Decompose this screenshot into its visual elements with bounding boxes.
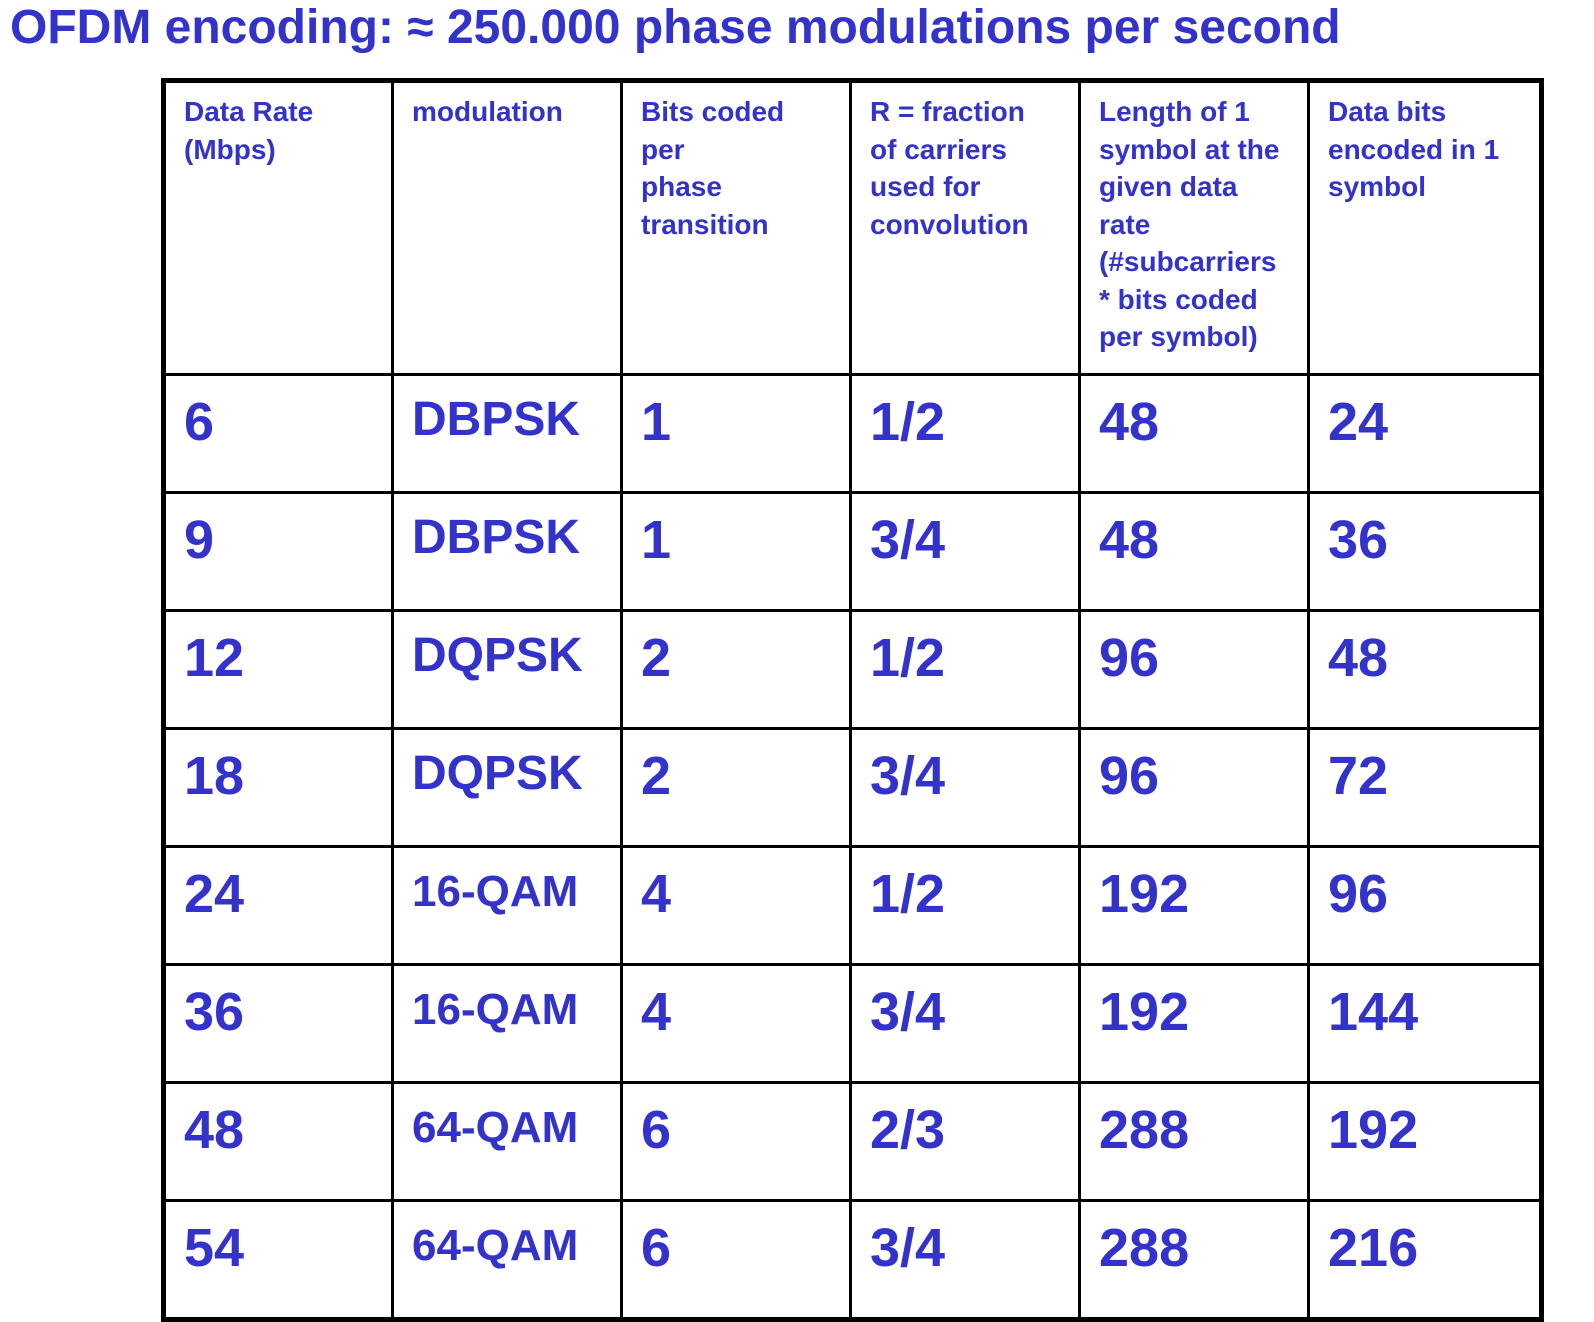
cell-data-rate: 12 bbox=[162, 609, 394, 730]
cell-data-bits: 24 bbox=[1307, 373, 1543, 494]
cell-r-fraction: 2/3 bbox=[849, 1081, 1081, 1202]
cell-data-bits: 72 bbox=[1307, 727, 1543, 848]
table-row: 48 64-QAM 6 2/3 288 192 bbox=[162, 1081, 1543, 1202]
cell-data-rate: 18 bbox=[162, 727, 394, 848]
cell-symbol-length: 96 bbox=[1078, 609, 1310, 730]
cell-data-rate: 6 bbox=[162, 373, 394, 494]
cell-bits-coded: 2 bbox=[620, 727, 852, 848]
cell-symbol-length: 48 bbox=[1078, 491, 1310, 612]
table-row: 6 DBPSK 1 1/2 48 24 bbox=[162, 373, 1543, 494]
cell-modulation: 16-QAM bbox=[391, 845, 623, 966]
table-row: 18 DQPSK 2 3/4 96 72 bbox=[162, 727, 1543, 848]
cell-data-bits: 216 bbox=[1307, 1199, 1543, 1321]
cell-bits-coded: 6 bbox=[620, 1081, 852, 1202]
table-row: 54 64-QAM 6 3/4 288 216 bbox=[162, 1199, 1543, 1321]
cell-symbol-length: 192 bbox=[1078, 845, 1310, 966]
header-modulation: modulation bbox=[391, 79, 623, 376]
cell-modulation: DQPSK bbox=[391, 609, 623, 730]
cell-modulation: 64-QAM bbox=[391, 1199, 623, 1321]
cell-r-fraction: 3/4 bbox=[849, 727, 1081, 848]
table-row: 24 16-QAM 4 1/2 192 96 bbox=[162, 845, 1543, 966]
header-bits-coded: Bits coded per phase transition bbox=[620, 79, 852, 376]
table-row: 9 DBPSK 1 3/4 48 36 bbox=[162, 491, 1543, 612]
cell-modulation: DQPSK bbox=[391, 727, 623, 848]
cell-symbol-length: 288 bbox=[1078, 1081, 1310, 1202]
cell-r-fraction: 3/4 bbox=[849, 1199, 1081, 1321]
header-data-bits: Data bits encoded in 1 symbol bbox=[1307, 79, 1543, 376]
cell-r-fraction: 1/2 bbox=[849, 845, 1081, 966]
header-symbol-length: Length of 1 symbol at the given data rate (#… bbox=[1078, 79, 1310, 376]
table-header-row: Data Rate (Mbps) modulation Bits coded per… bbox=[162, 79, 1543, 376]
cell-r-fraction: 1/2 bbox=[849, 373, 1081, 494]
cell-bits-coded: 6 bbox=[620, 1199, 852, 1321]
cell-bits-coded: 1 bbox=[620, 491, 852, 612]
header-r-fraction: R = fraction of carriers used for convoluti… bbox=[849, 79, 1081, 376]
cell-data-rate: 36 bbox=[162, 963, 394, 1084]
cell-modulation: 16-QAM bbox=[391, 963, 623, 1084]
cell-data-rate: 24 bbox=[162, 845, 394, 966]
cell-symbol-length: 48 bbox=[1078, 373, 1310, 494]
cell-bits-coded: 4 bbox=[620, 963, 852, 1084]
cell-modulation: DBPSK bbox=[391, 373, 623, 494]
cell-r-fraction: 3/4 bbox=[849, 963, 1081, 1084]
cell-data-bits: 192 bbox=[1307, 1081, 1543, 1202]
cell-data-rate: 48 bbox=[162, 1081, 394, 1202]
cell-bits-coded: 2 bbox=[620, 609, 852, 730]
table-row: 36 16-QAM 4 3/4 192 144 bbox=[162, 963, 1543, 1084]
header-data-rate: Data Rate (Mbps) bbox=[162, 79, 394, 376]
cell-r-fraction: 1/2 bbox=[849, 609, 1081, 730]
cell-modulation: DBPSK bbox=[391, 491, 623, 612]
cell-r-fraction: 3/4 bbox=[849, 491, 1081, 612]
cell-symbol-length: 96 bbox=[1078, 727, 1310, 848]
cell-symbol-length: 192 bbox=[1078, 963, 1310, 1084]
cell-modulation: 64-QAM bbox=[391, 1081, 623, 1202]
cell-data-bits: 96 bbox=[1307, 845, 1543, 966]
page-title: OFDM encoding: ≈ 250.000 phase modulatio… bbox=[10, 1, 1341, 54]
cell-data-bits: 36 bbox=[1307, 491, 1543, 612]
cell-data-bits: 48 bbox=[1307, 609, 1543, 730]
cell-data-rate: 54 bbox=[162, 1199, 394, 1321]
ofdm-rates-table: Data Rate (Mbps) modulation Bits coded per… bbox=[161, 78, 1544, 1322]
cell-bits-coded: 1 bbox=[620, 373, 852, 494]
table-row: 12 DQPSK 2 1/2 96 48 bbox=[162, 609, 1543, 730]
cell-data-bits: 144 bbox=[1307, 963, 1543, 1084]
table-body: 6 DBPSK 1 1/2 48 24 9 DBPSK 1 3/4 48 36 … bbox=[162, 373, 1543, 1321]
cell-data-rate: 9 bbox=[162, 491, 394, 612]
cell-bits-coded: 4 bbox=[620, 845, 852, 966]
cell-symbol-length: 288 bbox=[1078, 1199, 1310, 1321]
